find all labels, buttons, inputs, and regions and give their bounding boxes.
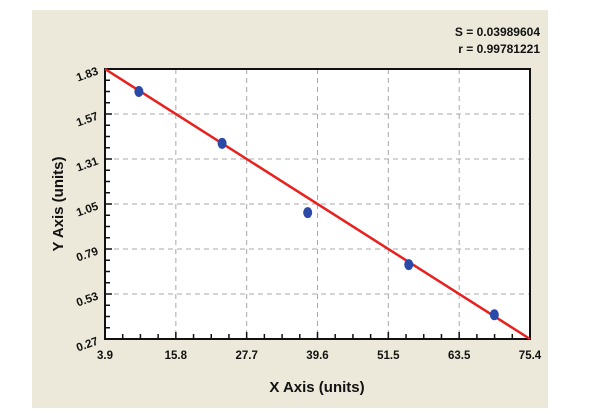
- x-tick-label: 27.7: [235, 350, 257, 362]
- x-tick-label: 39.6: [306, 350, 328, 362]
- data-point: [489, 309, 499, 321]
- y-tick-label: 1.83: [75, 66, 100, 85]
- y-axis-title: Y Axis (units): [50, 156, 67, 251]
- data-point: [404, 259, 414, 271]
- fit-statistics: S = 0.03989604 r = 0.99781221: [455, 24, 540, 58]
- y-tick-label: 1.05: [75, 200, 101, 219]
- x-tick-label: 51.5: [377, 350, 400, 362]
- y-tick-label: 1.31: [75, 155, 101, 174]
- x-tick-label: 75.4: [519, 350, 542, 362]
- x-tick-label: 15.8: [165, 350, 188, 362]
- plot-area: 3.9 15.8 27.7 39.6 51.5 63.5 75.40.270.530.791…: [75, 66, 542, 362]
- fit-line: [104, 67, 531, 341]
- data-point: [303, 207, 313, 219]
- y-tick-label: 1.57: [75, 111, 100, 130]
- y-tick-label: 0.53: [75, 291, 100, 310]
- x-tick-label: 63.5: [448, 350, 471, 362]
- s-value-label: S = 0.03989604: [454, 25, 540, 39]
- y-tick-label: 0.79: [75, 246, 100, 265]
- x-tick-label: 3.9: [97, 350, 113, 362]
- x-axis-title: X Axis (units): [269, 379, 364, 396]
- r-value-label: r = 0.99781221: [458, 42, 540, 56]
- data-point: [217, 137, 227, 149]
- data-point: [134, 86, 144, 97]
